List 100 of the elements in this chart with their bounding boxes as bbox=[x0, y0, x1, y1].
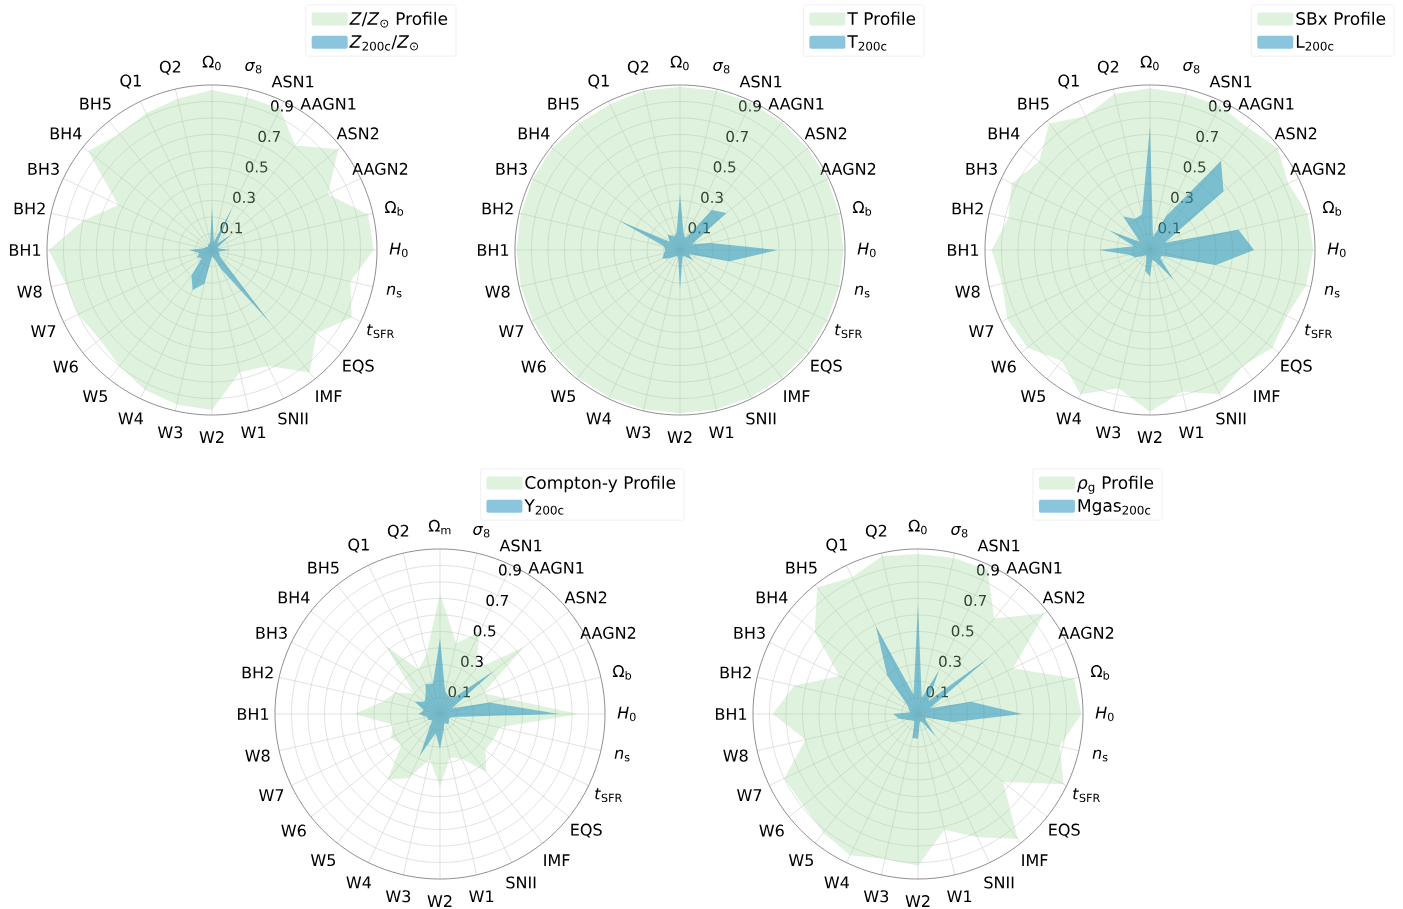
spoke-label: AAGN2 bbox=[352, 162, 408, 175]
spoke-label: Q2 bbox=[865, 524, 887, 539]
spoke-label: Ω$_{0}$ bbox=[1140, 55, 1159, 71]
y-tick-label: 0.1 bbox=[1158, 222, 1180, 234]
spoke-label: EQS bbox=[1049, 823, 1080, 838]
spoke-label: BH4 bbox=[278, 591, 310, 604]
spoke-label: W1 bbox=[469, 890, 494, 903]
legend-label: Mgas$_{200c}$ bbox=[1078, 499, 1151, 516]
y-tick-label: 0.9 bbox=[499, 564, 521, 576]
spoke-label: ASN1 bbox=[271, 75, 314, 88]
spoke-label: Ω$_{b}$ bbox=[1323, 201, 1342, 216]
spoke-label: W5 bbox=[82, 390, 108, 403]
spoke-label: BH2 bbox=[720, 666, 751, 679]
spoke-label: W6 bbox=[521, 360, 546, 373]
spoke-label: Q2 bbox=[627, 60, 649, 75]
spoke-label: Ω$_{0}$ bbox=[908, 519, 927, 535]
spoke-label: IMF bbox=[784, 390, 810, 403]
y-tick-label: 0.7 bbox=[964, 594, 986, 607]
spoke-label: W5 bbox=[310, 854, 336, 867]
spoke-label: EQS bbox=[811, 359, 842, 374]
legend-label: T$_{200c}$ bbox=[847, 35, 887, 51]
spoke-label: H$_{0}$ bbox=[1327, 242, 1346, 258]
y-tick-label: 0.5 bbox=[713, 161, 736, 173]
spoke-label: W5 bbox=[1020, 390, 1046, 403]
spoke-label: σ$_{8}$ bbox=[713, 61, 730, 74]
legend-label: SBx Profile bbox=[1296, 11, 1386, 25]
spoke-label: W8 bbox=[955, 285, 980, 298]
spoke-label: W3 bbox=[625, 426, 651, 439]
spoke-label: n$_{s}$ bbox=[1092, 749, 1108, 762]
spoke-label: H$_{0}$ bbox=[617, 706, 636, 722]
spoke-label: W7 bbox=[259, 789, 284, 801]
spoke-label: AAGN2 bbox=[820, 162, 876, 175]
spoke-label: W4 bbox=[1056, 412, 1081, 425]
spoke-label: t$_{SFR}$ bbox=[595, 788, 622, 803]
spoke-label: BH1 bbox=[715, 708, 747, 720]
spoke-label: W7 bbox=[31, 325, 56, 337]
spoke-label: Ω$_{b}$ bbox=[613, 665, 632, 680]
spoke-label: BH1 bbox=[9, 244, 41, 256]
spoke-label: Ω$_{b}$ bbox=[853, 201, 872, 216]
spoke-label: IMF bbox=[1254, 390, 1280, 403]
spoke-label: EQS bbox=[343, 359, 374, 374]
y-tick-label: 0.7 bbox=[486, 594, 508, 607]
spoke-label: EQS bbox=[571, 823, 602, 838]
y-tick-label: 0.3 bbox=[701, 191, 723, 204]
spoke-label: IMF bbox=[544, 854, 570, 867]
legend-label: Compton-y Profile bbox=[525, 475, 676, 493]
spoke-label: n$_{s}$ bbox=[386, 285, 402, 298]
spoke-label: n$_{s}$ bbox=[614, 749, 630, 762]
spoke-label: W3 bbox=[863, 890, 889, 903]
spoke-label: ASN2 bbox=[1274, 127, 1317, 140]
spoke-label: t$_{SFR}$ bbox=[367, 324, 394, 339]
spoke-label: BH3 bbox=[966, 162, 997, 175]
spoke-label: BH5 bbox=[308, 561, 339, 574]
legend-label: Z$_{200c}$/Z$_{⊙}$ bbox=[349, 35, 418, 51]
y-tick-label: 0.9 bbox=[977, 564, 999, 576]
legend-label: T Profile bbox=[847, 11, 916, 25]
spoke-label: t$_{SFR}$ bbox=[1073, 788, 1100, 803]
spoke-label: W1 bbox=[947, 890, 972, 903]
spoke-label: σ$_{8}$ bbox=[951, 525, 968, 538]
spoke-label: Q1 bbox=[1058, 74, 1079, 89]
legend-label: L$_{200c}$ bbox=[1296, 35, 1334, 51]
y-tick-label: 0.3 bbox=[233, 191, 255, 204]
spoke-label: SNII bbox=[506, 876, 536, 889]
spoke-label: W8 bbox=[485, 285, 510, 298]
spoke-label: W8 bbox=[245, 749, 270, 762]
spoke-label: W5 bbox=[550, 390, 576, 403]
spoke-label: Ω$_{0}$ bbox=[202, 55, 221, 71]
spoke-label: σ$_{8}$ bbox=[1183, 61, 1200, 74]
spoke-label: ASN1 bbox=[1209, 75, 1252, 88]
y-tick-label: 0.7 bbox=[258, 130, 280, 143]
y-tick-label: 0.1 bbox=[448, 686, 470, 698]
y-tick-label: 0.7 bbox=[1196, 130, 1218, 143]
y-tick-label: 0.7 bbox=[726, 130, 748, 143]
spoke-label: W1 bbox=[1179, 426, 1204, 439]
spoke-label: BH1 bbox=[947, 244, 979, 256]
spoke-label: Ω$_{0}$ bbox=[670, 55, 689, 71]
spoke-label: BH3 bbox=[496, 162, 527, 175]
spoke-label: AAGN1 bbox=[300, 97, 356, 110]
spoke-label: BH4 bbox=[756, 591, 788, 604]
spoke-label: W3 bbox=[385, 890, 411, 903]
y-tick-label: 0.5 bbox=[473, 625, 496, 637]
spoke-label: W1 bbox=[241, 426, 266, 439]
spoke-label: W3 bbox=[1095, 426, 1121, 439]
spoke-label: W7 bbox=[737, 789, 762, 801]
spoke-label: BH3 bbox=[734, 626, 765, 639]
spoke-label: BH2 bbox=[242, 666, 273, 679]
y-tick-label: 0.9 bbox=[739, 100, 761, 112]
spoke-label: Q2 bbox=[387, 524, 409, 539]
y-tick-label: 0.5 bbox=[951, 625, 974, 637]
spoke-label: ASN2 bbox=[1042, 591, 1085, 604]
spoke-label: BH4 bbox=[518, 127, 550, 140]
spoke-label: W2 bbox=[427, 895, 452, 907]
spoke-label: ASN1 bbox=[739, 75, 782, 88]
spoke-label: W2 bbox=[199, 431, 224, 443]
spoke-label: BH4 bbox=[50, 127, 82, 140]
spoke-label: W2 bbox=[1137, 431, 1162, 443]
spoke-label: W4 bbox=[118, 412, 143, 425]
spoke-label: H$_{0}$ bbox=[1095, 706, 1114, 722]
spoke-label: AAGN2 bbox=[1290, 162, 1346, 175]
spoke-label: W6 bbox=[991, 360, 1016, 373]
